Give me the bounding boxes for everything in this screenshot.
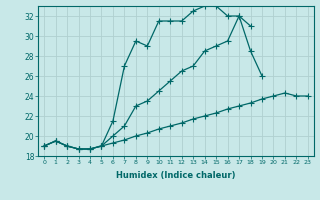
X-axis label: Humidex (Indice chaleur): Humidex (Indice chaleur) [116,171,236,180]
